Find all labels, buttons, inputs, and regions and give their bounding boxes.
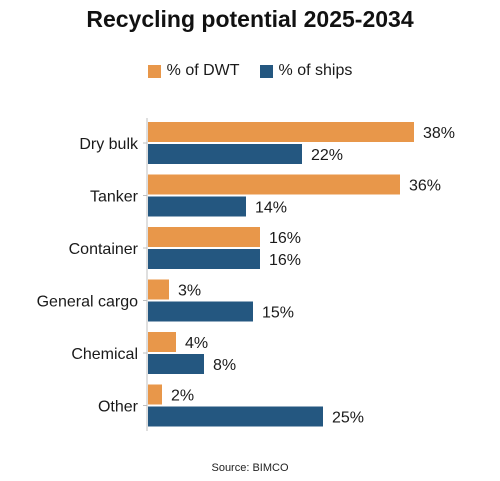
bar-dwt xyxy=(148,174,400,195)
category-label: General cargo xyxy=(37,294,138,311)
legend-item-dwt: % of DWT xyxy=(147,62,240,80)
legend-label-ships: % of ships xyxy=(278,62,353,79)
bar-ships xyxy=(148,354,204,374)
bar-dwt xyxy=(148,384,162,405)
legend-swatch-ships xyxy=(259,64,273,78)
legend-label-dwt: % of DWT xyxy=(166,62,240,79)
source-note: Source: BIMCO xyxy=(211,462,289,474)
legend-item-ships: % of ships xyxy=(259,62,353,80)
data-label-ships: 25% xyxy=(332,410,364,427)
bar-dwt xyxy=(148,332,176,352)
data-label-ships: 8% xyxy=(213,357,236,374)
category-label: Chemical xyxy=(71,346,138,363)
data-label-ships: 14% xyxy=(255,200,287,217)
bar-dwt xyxy=(148,122,414,142)
data-label-ships: 15% xyxy=(262,305,294,322)
category-label: Container xyxy=(69,241,139,258)
bar-dwt xyxy=(148,227,260,247)
bar-ships xyxy=(148,249,260,269)
legend-swatch-dwt xyxy=(147,64,161,78)
data-label-dwt: 16% xyxy=(269,230,301,247)
category-label: Dry bulk xyxy=(79,136,139,153)
bar-ships xyxy=(148,196,246,217)
data-label-dwt: 2% xyxy=(171,388,194,405)
bar-ships xyxy=(148,301,253,322)
category-label: Tanker xyxy=(90,189,139,206)
data-label-dwt: 36% xyxy=(409,178,441,195)
data-label-dwt: 38% xyxy=(423,125,455,142)
data-label-ships: 22% xyxy=(311,147,343,164)
chart-legend: % of DWT % of ships xyxy=(0,62,500,80)
bar-ships xyxy=(148,406,323,427)
chart-title: Recycling potential 2025-2034 xyxy=(86,6,414,32)
bar-dwt xyxy=(148,279,169,300)
data-label-ships: 16% xyxy=(269,252,301,269)
bar-ships xyxy=(148,144,302,164)
category-label: Other xyxy=(98,399,139,416)
data-label-dwt: 4% xyxy=(185,335,208,352)
data-label-dwt: 3% xyxy=(178,283,201,300)
